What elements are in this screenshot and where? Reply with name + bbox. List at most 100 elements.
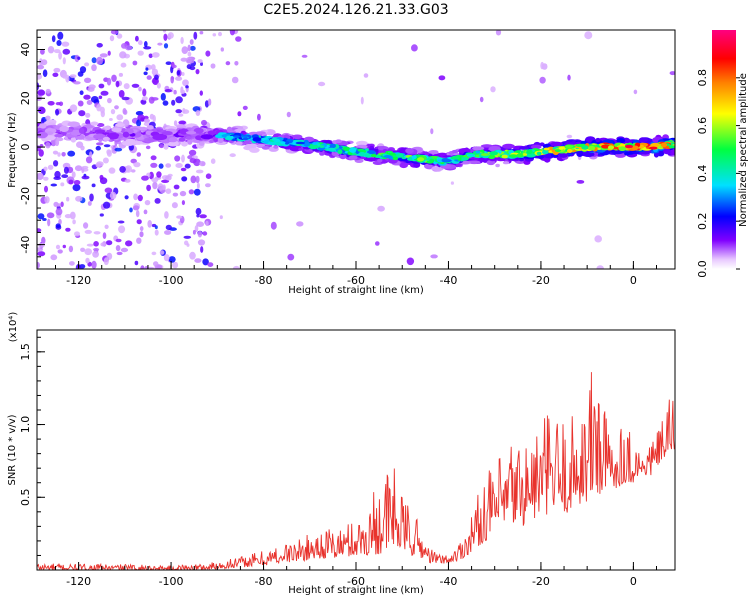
- ridge-core-cell: [349, 147, 357, 153]
- noise-cell: [156, 171, 162, 178]
- noise-cell: [58, 51, 62, 60]
- ridge-cell: [431, 166, 444, 172]
- noise-cell: [180, 36, 184, 45]
- x-tick-label: -120: [66, 274, 91, 287]
- noise-cell: [53, 160, 59, 167]
- noise-cell: [163, 43, 169, 49]
- noise-cell: [594, 235, 602, 243]
- ridge-cell: [355, 144, 368, 149]
- noise-cell: [45, 88, 51, 94]
- ridge-core-cell: [358, 152, 366, 157]
- ridge-core-cell: [565, 145, 574, 149]
- noise-cell: [173, 89, 177, 95]
- noise-cell: [132, 205, 140, 211]
- ridge-cell: [339, 153, 347, 160]
- noise-cell: [188, 189, 195, 195]
- noise-cell: [171, 202, 178, 209]
- noise-cell: [37, 251, 46, 257]
- noise-cell: [163, 143, 169, 150]
- colorbar-label: Normalized spectral amplitude: [738, 73, 749, 227]
- ridge-cell: [176, 125, 187, 129]
- ridge-core-cell: [501, 154, 508, 159]
- noise-cell: [147, 220, 152, 228]
- noise-cell: [189, 158, 197, 164]
- noise-cell: [143, 209, 148, 215]
- snr-x-ticks: -120 -100 -80 -60 -40 -20 0: [54, 562, 658, 588]
- noise-cell: [116, 114, 124, 121]
- noise-cell: [57, 152, 61, 157]
- noise-cell: [111, 74, 117, 83]
- noise-cell: [73, 180, 81, 185]
- ridge-core-cell: [312, 142, 318, 145]
- ridge-core-cell: [371, 153, 377, 158]
- noise-cell: [118, 90, 125, 98]
- noise-cell: [567, 74, 571, 81]
- noise-cell: [596, 265, 604, 269]
- ridge-cell: [200, 134, 214, 140]
- noise-cell: [406, 257, 415, 266]
- noise-cell: [115, 80, 120, 88]
- ridge-cell: [78, 127, 85, 134]
- ridge-cell: [152, 134, 166, 141]
- noise-cell: [164, 89, 172, 93]
- noise-cell: [124, 195, 129, 200]
- ridge-cell: [139, 126, 148, 131]
- noise-cell: [181, 154, 185, 163]
- ridge-cell: [576, 151, 584, 158]
- noise-cell: [152, 115, 156, 123]
- noise-cell: [110, 109, 116, 115]
- noise-cell: [38, 242, 45, 248]
- noise-cell: [62, 244, 66, 249]
- noise-cell: [41, 236, 46, 245]
- ridge-cell: [111, 127, 122, 133]
- noise-cell: [37, 247, 44, 252]
- noise-cell: [93, 247, 100, 252]
- ridge-cell: [59, 125, 69, 132]
- noise-cell: [200, 246, 204, 253]
- y-tick-label: 40: [19, 43, 32, 57]
- noise-cell: [102, 232, 107, 240]
- noise-cell: [566, 134, 573, 139]
- ridge-cell: [168, 137, 178, 143]
- ridge-cell: [377, 158, 383, 163]
- x-tick-label: 0: [630, 575, 637, 588]
- noise-cell: [212, 33, 217, 37]
- ridge-cell: [550, 141, 564, 147]
- noise-cell: [218, 31, 222, 37]
- ridge-core-cell: [567, 148, 573, 153]
- noise-cell: [42, 218, 47, 221]
- noise-cell: [53, 176, 61, 180]
- ridge-core-cell: [226, 135, 232, 140]
- noise-cell: [193, 31, 198, 40]
- ridge-cell: [433, 150, 439, 155]
- ridge-cell: [193, 127, 204, 134]
- noise-cell: [173, 184, 180, 190]
- noise-cell: [490, 86, 496, 93]
- noise-cell: [47, 46, 55, 54]
- colorbar-tick-label: 0.4: [696, 165, 709, 183]
- ridge-cell: [480, 144, 494, 148]
- ridge-cell: [624, 151, 630, 156]
- noise-cell: [181, 72, 185, 76]
- noise-cell: [98, 83, 105, 89]
- noise-cell: [141, 96, 148, 101]
- noise-cell: [40, 59, 48, 66]
- colorbar-tick-label: 0.0: [696, 260, 709, 278]
- noise-cell: [106, 252, 113, 260]
- noise-cell: [54, 170, 61, 179]
- noise-cell: [175, 163, 183, 168]
- noise-cell: [89, 193, 94, 202]
- noise-cell: [80, 247, 86, 252]
- noise-cell: [164, 211, 169, 219]
- noise-cell: [185, 85, 189, 89]
- noise-cell: [182, 79, 189, 87]
- noise-cell: [143, 115, 149, 120]
- ridge-core-cell: [367, 150, 376, 155]
- noise-cell: [235, 36, 242, 42]
- noise-cell: [192, 229, 196, 235]
- noise-cell: [146, 266, 155, 269]
- ridge-cell: [292, 134, 303, 140]
- noise-cell: [152, 181, 158, 190]
- ridge-cell: [249, 147, 260, 153]
- ridge-core-cell: [411, 155, 417, 160]
